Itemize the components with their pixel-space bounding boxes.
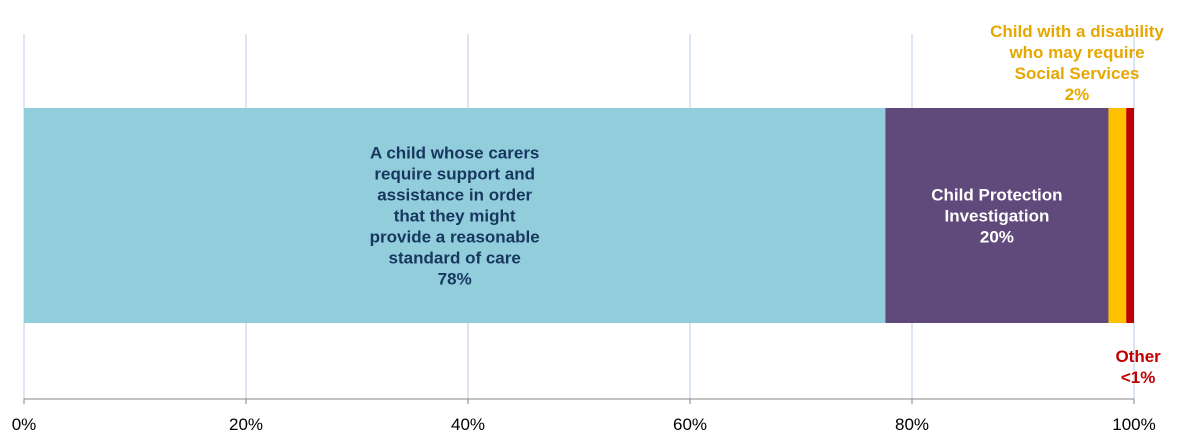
segment-label-line: Child Protection [931, 186, 1062, 205]
segment-label-line: A child whose carers [370, 144, 539, 163]
segment-label-line: 78% [438, 270, 472, 289]
x-tick-label: 80% [895, 415, 929, 434]
segment-label-line: <1% [1121, 368, 1156, 387]
x-tick-label: 0% [12, 415, 37, 434]
x-tick-label: 40% [451, 415, 485, 434]
segment-label-line: standard of care [389, 249, 521, 268]
segment-label-line: who may require [1008, 43, 1144, 62]
segment-label-line: Investigation [944, 207, 1049, 226]
segment-label: Child Protection Investigation 20% [931, 186, 1062, 247]
segment-label-line: assistance in order [377, 186, 532, 205]
x-tick-label: 100% [1112, 415, 1155, 434]
segment-label-line: Other [1115, 347, 1161, 366]
bar-segment [885, 108, 1109, 323]
bar-segment [1108, 108, 1127, 323]
x-tick-label: 60% [673, 415, 707, 434]
segment-label-line: that they might [394, 207, 516, 226]
segment-label: A child whose carers require support and a… [370, 144, 540, 289]
segment-label: Other <1% [1115, 347, 1161, 387]
segment-label-line: Child with a disability [990, 22, 1164, 41]
segment-label-line: 20% [980, 228, 1014, 247]
segment-label-line: require support and [374, 165, 535, 184]
x-tick-label: 20% [229, 415, 263, 434]
segment-label-line: 2% [1065, 85, 1090, 104]
bar-segment [24, 108, 886, 323]
segment-label-line: Social Services [1015, 64, 1140, 83]
segment-label-line: provide a reasonable [370, 228, 540, 247]
segment-label: Child with a disability who may require So… [990, 22, 1164, 104]
bar-segments [24, 108, 1134, 323]
segment-labels: A child whose carers require support and a… [370, 22, 1165, 387]
bar-segment [1126, 108, 1134, 323]
x-axis-ticks: 0% 20% 40% 60% 80% 100% [12, 415, 1156, 434]
